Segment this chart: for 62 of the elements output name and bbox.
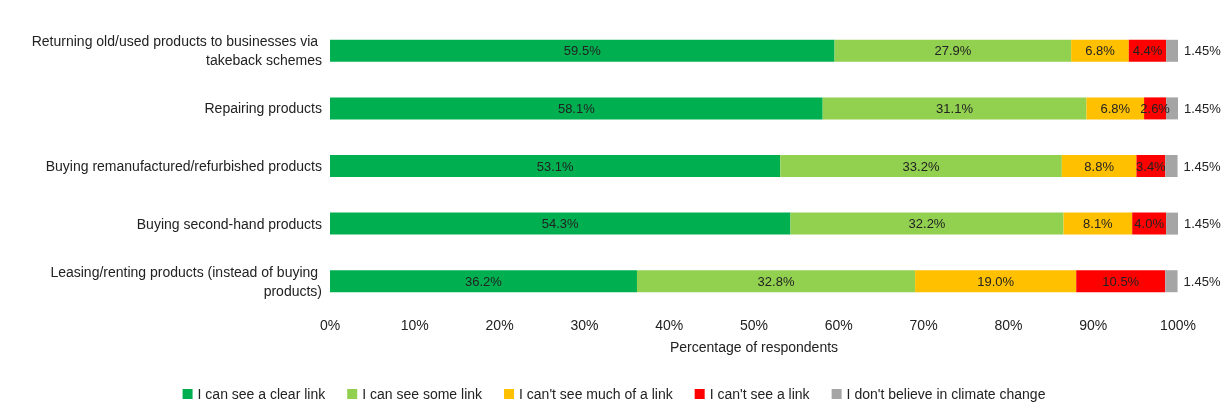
data-label: 19.0% — [977, 273, 1015, 289]
legend-label: I can't see much of a link — [519, 386, 674, 402]
bar — [834, 39, 1072, 62]
y-tick-label: Buying remanufactured/refurbished products — [45, 158, 322, 174]
x-tick-label: 20% — [485, 317, 514, 333]
bar — [1165, 155, 1178, 177]
legend-label: I can see a clear link — [197, 386, 327, 402]
legend-label: I don't believe in climate change — [846, 386, 1046, 402]
x-tick-label: 0% — [319, 317, 341, 333]
data-label: 36.2% — [465, 273, 503, 289]
x-tick-label: 60% — [824, 317, 853, 333]
data-label: 31.1% — [936, 100, 974, 116]
bar — [330, 97, 823, 120]
data-label: 8.1% — [1083, 216, 1114, 232]
x-tick-label: 100% — [1160, 317, 1196, 333]
data-label: 1.45% — [1184, 216, 1222, 232]
bar — [330, 39, 835, 62]
x-tick-label: 50% — [739, 317, 769, 333]
bar — [1166, 212, 1178, 235]
data-label: 1.45% — [1183, 273, 1221, 289]
y-tick-label: Buying second-hand products — [136, 215, 322, 232]
data-label: 6.8% — [1100, 100, 1131, 116]
x-tick-label: 40% — [655, 317, 684, 333]
bar — [330, 155, 781, 177]
data-label: 59.5% — [563, 43, 602, 59]
data-label: 53.1% — [536, 158, 575, 174]
legend-label: I can't see a link — [709, 386, 811, 402]
data-label: 3.4% — [1136, 158, 1167, 174]
data-label: 4.4% — [1132, 43, 1163, 59]
data-label: 1.45% — [1184, 100, 1222, 116]
data-label: 1.45% — [1184, 43, 1222, 59]
data-label: 54.3% — [541, 216, 580, 232]
bar — [790, 212, 1064, 235]
bar — [822, 97, 1087, 120]
data-label: 58.1% — [557, 100, 596, 116]
data-label: 10.5% — [1102, 273, 1140, 289]
data-label: 27.9% — [934, 43, 972, 59]
y-tick-label: Leasing/renting products (instead of buying products) — [50, 263, 322, 299]
y-tick-label: Returning old/used products to businesses via takeback schemes — [31, 33, 322, 69]
data-label: 33.2% — [902, 158, 940, 174]
x-tick-label: 10% — [400, 317, 429, 333]
y-tick-label: Repairing products — [204, 100, 322, 117]
bar — [1076, 270, 1166, 293]
legend-label: I can see some link — [362, 386, 484, 402]
data-label: 1.45% — [1183, 158, 1221, 174]
bar — [330, 212, 791, 235]
x-tick-label: 70% — [909, 317, 938, 333]
data-label: 32.2% — [908, 216, 946, 232]
data-label: 4.0% — [1134, 216, 1165, 232]
bar — [915, 270, 1077, 293]
bar — [636, 270, 916, 293]
bar — [1165, 270, 1178, 293]
bar — [330, 270, 637, 293]
data-label: 32.8% — [757, 273, 795, 289]
data-label: 6.8% — [1085, 43, 1116, 59]
bar — [1166, 39, 1178, 62]
data-label: 8.8% — [1084, 158, 1115, 174]
x-tick-label: 30% — [570, 317, 599, 333]
x-tick-label: 80% — [994, 317, 1023, 333]
x-tick-label: 90% — [1079, 317, 1108, 333]
bar — [780, 155, 1062, 177]
x-axis-title: Percentage of respondents — [669, 339, 839, 355]
